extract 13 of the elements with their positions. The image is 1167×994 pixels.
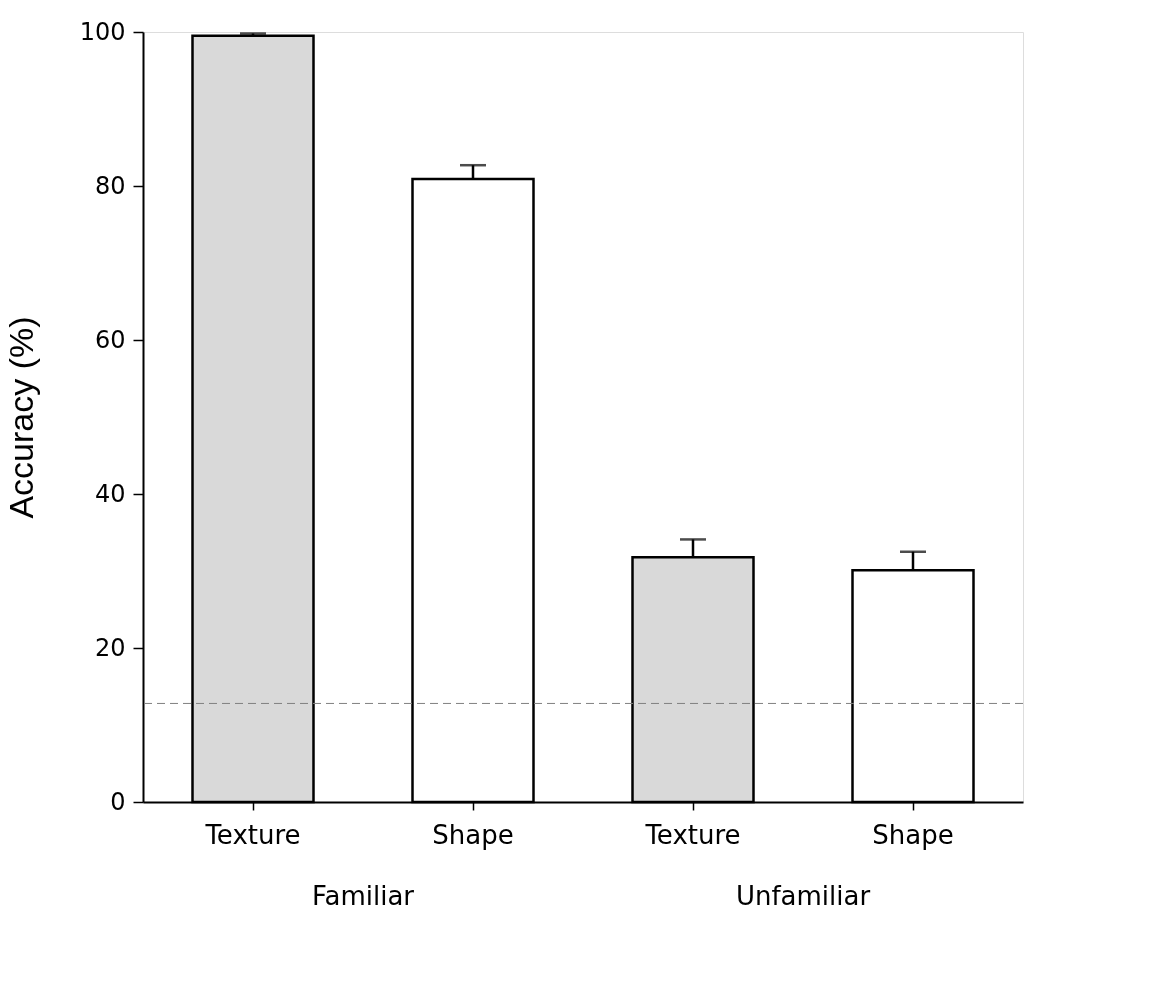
x-tick-label: Shape	[432, 819, 514, 850]
x-tick-label: Shape	[872, 819, 954, 850]
x-tick-label: Texture	[644, 819, 741, 850]
y-tick-label: 100	[79, 17, 126, 46]
y-tick-label: 60	[94, 325, 126, 354]
y-tick-label: 0	[110, 787, 126, 816]
y-tick-label: 80	[94, 171, 126, 200]
text: Unfamiliar	[735, 881, 871, 911]
x-tick-label: Texture	[204, 819, 301, 850]
y-tick-label: 40	[94, 479, 126, 508]
y-axis-title: Accuracy (%)	[1, 316, 40, 519]
text: Familiar	[311, 881, 415, 911]
y-tick-label: 20	[94, 633, 126, 662]
